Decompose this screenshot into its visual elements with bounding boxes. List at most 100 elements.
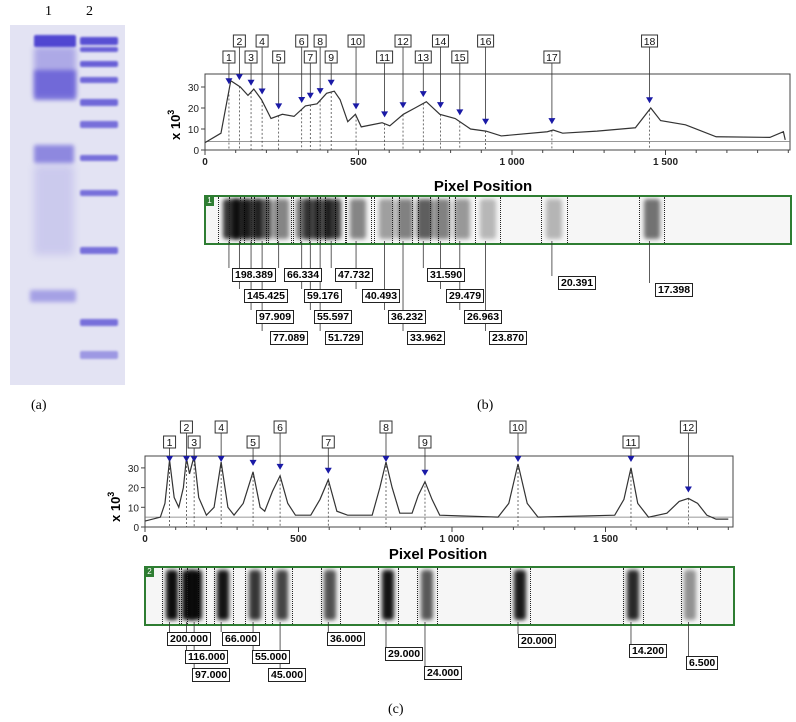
lane-1-densitometry-strip	[204, 195, 792, 245]
peak-arrow-icon	[276, 463, 284, 470]
band-boundary-line	[529, 568, 531, 624]
peak-arrow-icon	[684, 486, 692, 493]
gel-band	[324, 570, 337, 620]
molecular-weight-label: 20.000	[518, 634, 557, 648]
lane-2-ladder-band	[80, 121, 118, 128]
y-tick-label-b: 30	[188, 83, 200, 94]
peak-number-label: 12	[397, 36, 409, 48]
band-boundary-line	[397, 568, 399, 624]
band-boundary-line	[267, 197, 269, 243]
band-boundary-line	[218, 197, 220, 243]
band-boundary-line	[251, 197, 253, 243]
molecular-weight-label: 24.000	[424, 666, 463, 680]
gel-band	[514, 570, 526, 620]
band-boundary-line	[373, 197, 375, 243]
band-boundary-line	[181, 568, 183, 624]
y-tick-label-c: 0	[133, 523, 139, 534]
peak-arrow-icon	[381, 111, 389, 118]
band-boundary-line	[293, 197, 295, 243]
band-boundary-line	[345, 197, 347, 243]
y-axis-title-b: x 103	[166, 110, 183, 140]
molecular-weight-label: 17.398	[655, 283, 694, 297]
plot-frame-c	[144, 455, 734, 528]
molecular-weight-label: 40.493	[362, 289, 401, 303]
peak-arrow-icon	[249, 459, 257, 466]
peak-number-label: 3	[248, 52, 254, 64]
panel-label-b: (b)	[477, 398, 494, 413]
molecular-weight-label: 23.870	[489, 331, 528, 345]
lane-2-ladder-band	[80, 77, 118, 83]
band-boundary-line	[290, 197, 292, 243]
panel-label-a: (a)	[31, 398, 47, 413]
y-axis-title-b-text: x 10	[168, 115, 183, 140]
peak-number-label: 18	[644, 36, 656, 48]
lane-1-band	[34, 35, 76, 47]
lane-2-ladder-band	[80, 351, 118, 359]
peak-arrow-icon	[514, 456, 522, 462]
gel-band	[434, 199, 451, 239]
lane-2-ladder-band	[80, 61, 118, 67]
band-boundary-line	[429, 197, 431, 243]
band-boundary-line	[541, 197, 543, 243]
molecular-weight-label: 66.000	[222, 632, 261, 646]
gel-band	[479, 199, 496, 239]
molecular-weight-label: 36.000	[327, 632, 366, 646]
peak-number-label: 5	[276, 52, 282, 64]
peak-number-label: 4	[218, 422, 224, 434]
band-boundary-line	[642, 568, 644, 624]
band-boundary-line	[378, 568, 380, 624]
band-boundary-line	[186, 568, 188, 624]
peak-arrow-icon	[247, 79, 255, 86]
lane-2-ladder-band	[80, 247, 118, 254]
lane-1-band	[30, 290, 76, 302]
x-tick-label-b: 1 500	[653, 157, 678, 168]
molecular-weight-label: 55.597	[314, 310, 353, 324]
molecular-weight-label: 55.000	[252, 650, 291, 664]
band-boundary-line	[345, 197, 347, 243]
gel-band	[272, 199, 289, 239]
lane-1-band	[34, 145, 74, 163]
y-axis-title-c: x 103	[106, 492, 123, 522]
gel-band	[350, 199, 367, 239]
molecular-weight-label: 31.590	[427, 268, 466, 282]
peak-arrow-icon	[225, 78, 233, 85]
peak-number-label: 2	[236, 36, 242, 48]
sds-page-gel-image	[10, 25, 125, 385]
band-boundary-line	[291, 568, 293, 624]
molecular-weight-label: 77.089	[270, 331, 309, 345]
gel-band	[397, 199, 413, 239]
plot-frame-b	[204, 73, 791, 151]
gel-band	[165, 570, 178, 620]
peak-arrow-icon	[352, 103, 360, 110]
lane-2-ladder-band	[80, 99, 118, 106]
lane-2-densitometry-strip	[144, 566, 735, 626]
band-boundary-line	[436, 568, 438, 624]
lane-1-smear	[34, 165, 74, 255]
lane-2-ladder-band	[80, 37, 118, 45]
gel-band	[545, 199, 562, 239]
peak-number-label: 3	[191, 437, 197, 449]
panel-label-c: (c)	[388, 702, 404, 717]
band-boundary-line	[412, 197, 414, 243]
y-tick-label-b: 0	[193, 146, 199, 157]
gel-band	[417, 199, 434, 239]
lane-2-ladder-band	[80, 319, 118, 326]
peak-arrow-icon	[306, 92, 314, 99]
band-boundary-line	[245, 568, 247, 624]
svg-text:x 103: x 103	[106, 492, 123, 522]
band-boundary-line	[392, 197, 394, 243]
band-boundary-line	[272, 568, 274, 624]
x-tick-label-b: 0	[202, 157, 208, 168]
molecular-weight-label: 29.000	[385, 647, 424, 661]
peak-number-label: 10	[512, 422, 524, 434]
peak-arrow-icon	[456, 109, 464, 116]
peak-number-label: 7	[325, 437, 331, 449]
x-tick-label-c: 1 500	[593, 534, 618, 545]
gel-band	[249, 570, 262, 620]
band-boundary-line	[417, 568, 419, 624]
peak-number-label: 16	[480, 36, 492, 48]
molecular-weight-label: 33.962	[407, 331, 446, 345]
gel-band	[420, 570, 433, 620]
